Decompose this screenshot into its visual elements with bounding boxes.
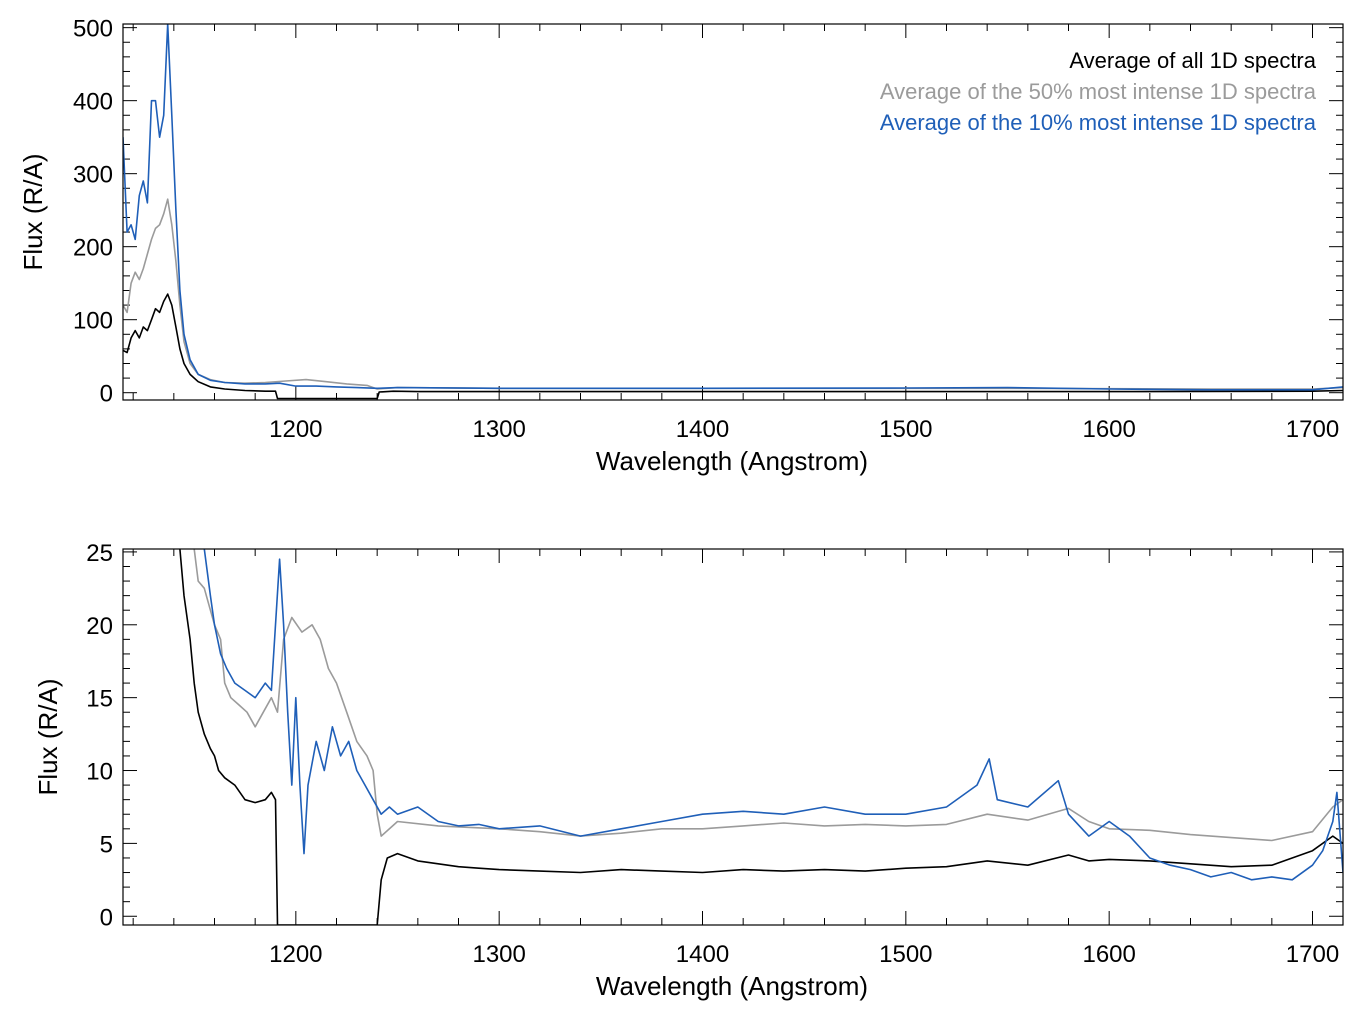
x-tick-label: 1300 [472,416,525,443]
y-tick-label: 100 [73,308,113,335]
y-tick-label: 200 [73,235,113,262]
y-tick-label: 0 [100,381,113,408]
legend-entry-1: Average of the 50% most intense 1D spect… [880,79,1317,104]
x-tick-label: 1500 [879,416,932,443]
y-tick-label: 15 [86,686,113,713]
y-tick-label: 300 [73,162,113,189]
x-tick-label: 1500 [879,941,932,968]
x-tick-label: 1700 [1286,941,1339,968]
series-line-2 [123,24,1343,391]
panel-full-range: 1200 1300 1400 1500 1600 1700 0 100 200 300 400 500… [18,16,1344,476]
x-tick-label: 1600 [1082,416,1135,443]
series-line-0 [179,549,1343,925]
y-tick-label: 10 [86,759,113,786]
x-tick-label: 1400 [676,941,729,968]
plot-frame [122,548,1344,926]
y-tick-label: 400 [73,89,113,116]
series-line-1 [123,198,1343,390]
series-line-2 [203,549,1343,881]
legend-entry-2: Average of the 10% most intense 1D spect… [880,110,1317,135]
x-tick-label: 1200 [269,416,322,443]
panel-zoomed: 1200 1300 1400 1500 1600 1700 0 5 10 15 20 25 Wavele… [33,540,1344,1001]
legend-entry-0: Average of all 1D spectra [1069,48,1316,73]
x-axis-title: Wavelength (Angstrom) [596,446,868,476]
y-tick-label: 5 [100,831,113,858]
series-line-0 [123,293,1343,400]
series-line-1 [193,549,1343,842]
y-tick-label: 20 [86,613,113,640]
y-tick-label: 25 [86,540,113,567]
y-axis-title: Flux (R/A) [33,679,63,796]
x-tick-label: 1600 [1082,941,1135,968]
x-tick-label: 1400 [676,416,729,443]
y-axis-title: Flux (R/A) [18,154,48,271]
y-tick-label: 0 [100,904,113,931]
x-tick-label: 1700 [1286,416,1339,443]
x-tick-label: 1200 [269,941,322,968]
plot-frame [122,23,1344,401]
y-tick-label: 500 [73,16,113,43]
x-tick-label: 1300 [472,941,525,968]
x-axis-title: Wavelength (Angstrom) [596,971,868,1001]
